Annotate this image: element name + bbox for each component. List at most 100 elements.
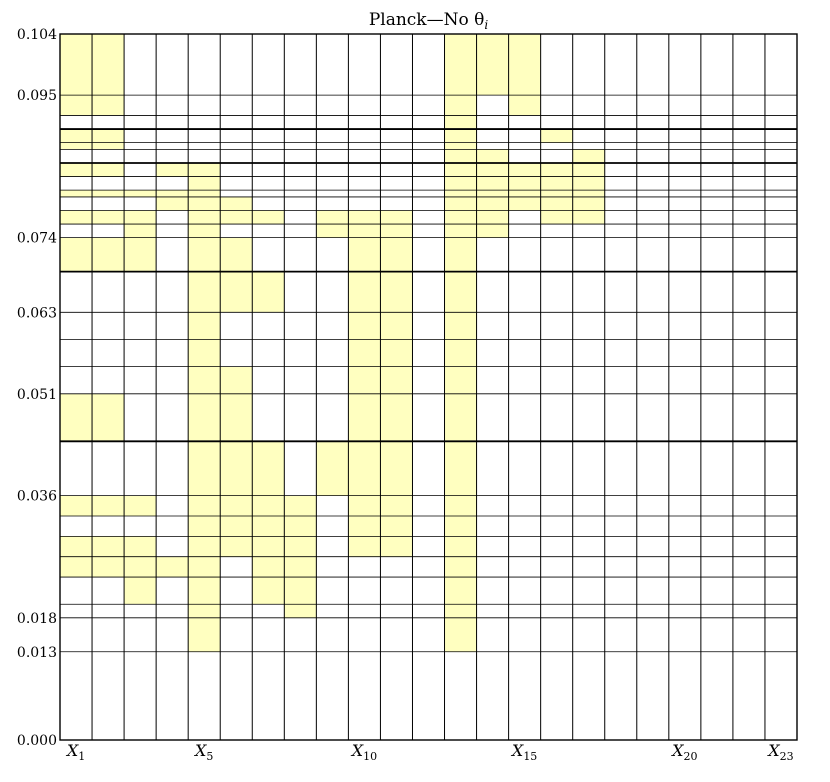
heatmap-cell — [476, 149, 509, 163]
heatmap-cell — [220, 271, 253, 313]
heatmap-cell — [444, 149, 477, 163]
heatmap-cell — [508, 536, 541, 557]
heatmap-cell — [476, 196, 509, 211]
heatmap-cell — [380, 556, 413, 578]
heatmap-cell — [124, 149, 157, 163]
heatmap-cell — [60, 95, 93, 116]
heatmap-cell — [412, 536, 445, 557]
heatmap-cell — [668, 237, 701, 272]
heatmap-cell — [764, 536, 797, 557]
heatmap-cell — [188, 441, 221, 496]
heatmap-cell — [764, 577, 797, 605]
heatmap-cell — [380, 577, 413, 605]
heatmap-cell — [508, 142, 541, 150]
heatmap-cell — [316, 142, 349, 150]
heatmap-cell — [316, 312, 349, 340]
heatmap-cell — [412, 441, 445, 496]
heatmap-cell — [604, 515, 637, 537]
heatmap-cell — [92, 237, 125, 272]
x-tick-label: X20 — [670, 741, 697, 763]
heatmap-cell — [92, 515, 125, 537]
heatmap-cell — [188, 237, 221, 272]
heatmap-cell — [252, 176, 285, 191]
heatmap-cell — [668, 312, 701, 340]
heatmap-cell — [604, 556, 637, 578]
row-boundaries — [60, 94, 797, 653]
heatmap-cell — [412, 162, 445, 177]
heatmap-cell — [572, 162, 605, 177]
heatmap-cell — [636, 577, 669, 605]
heatmap-cell — [380, 129, 413, 143]
heatmap-cell — [412, 271, 445, 313]
heatmap-cell — [156, 95, 189, 116]
heatmap-cell — [124, 162, 157, 177]
heatmap-cell — [444, 34, 477, 96]
heatmap-cell — [412, 617, 445, 652]
heatmap-cell — [476, 224, 509, 238]
heatmap-cell — [604, 237, 637, 272]
heatmap-cell — [572, 651, 605, 740]
heatmap-cell — [188, 651, 221, 740]
heatmap-cell — [284, 176, 317, 191]
heatmap-cell — [188, 162, 221, 177]
heatmap-cell — [348, 271, 381, 313]
heatmap-cell — [348, 224, 381, 238]
heatmap-cell — [348, 366, 381, 394]
heatmap-cell — [220, 95, 253, 116]
heatmap-cell — [572, 495, 605, 516]
heatmap-cell — [188, 115, 221, 130]
heatmap-cell — [732, 115, 765, 130]
heatmap-cell — [732, 196, 765, 211]
chart-title-subscript: i — [484, 18, 488, 32]
heatmap-cell — [220, 176, 253, 191]
heatmap-cell — [60, 237, 93, 272]
heatmap-cell — [156, 196, 189, 211]
heatmap-cell — [732, 495, 765, 516]
heatmap-cell — [348, 176, 381, 191]
heatmap-cell — [444, 617, 477, 652]
heatmap-cell — [732, 271, 765, 313]
heatmap-cell — [668, 34, 701, 96]
heatmap-cell — [700, 224, 733, 238]
heatmap-cell — [60, 129, 93, 143]
heatmap-cell — [380, 210, 413, 225]
heatmap-cell — [92, 651, 125, 740]
heatmap-cell — [316, 441, 349, 496]
heatmap-cell — [476, 115, 509, 130]
x-tick-label: X23 — [766, 741, 793, 763]
heatmap-cell — [60, 34, 93, 96]
heatmap-cell — [572, 271, 605, 313]
heatmap-cell — [156, 190, 189, 197]
heatmap-cell — [604, 604, 637, 618]
heatmap-cell — [540, 651, 573, 740]
heatmap-cell — [508, 441, 541, 496]
heatmap-cell — [572, 210, 605, 225]
heatmap-cell — [444, 556, 477, 578]
heatmap-cell — [636, 176, 669, 191]
heatmap-cell — [316, 196, 349, 211]
heatmap-cell — [508, 271, 541, 313]
heatmap-cell — [124, 339, 157, 367]
heatmap-cell — [476, 312, 509, 340]
heatmap-cell — [444, 190, 477, 197]
heatmap-cell — [284, 312, 317, 340]
heatmap-cell — [124, 393, 157, 442]
heatmap-cell — [124, 617, 157, 652]
heatmap-cell — [220, 115, 253, 130]
heatmap-cell — [572, 95, 605, 116]
heatmap-cell — [60, 142, 93, 150]
heatmap-cell — [604, 129, 637, 143]
heatmap-cell — [668, 515, 701, 537]
heatmap-cell — [380, 651, 413, 740]
heatmap-cell — [348, 210, 381, 225]
heatmap-cell — [572, 604, 605, 618]
heatmap-cell — [380, 271, 413, 313]
heatmap-cell — [636, 142, 669, 150]
heatmap-cell — [252, 441, 285, 496]
heatmap-cell — [668, 224, 701, 238]
heatmap-cell — [412, 142, 445, 150]
heatmap-cell — [508, 651, 541, 740]
heatmap-cell — [572, 515, 605, 537]
heatmap-cell — [444, 162, 477, 177]
